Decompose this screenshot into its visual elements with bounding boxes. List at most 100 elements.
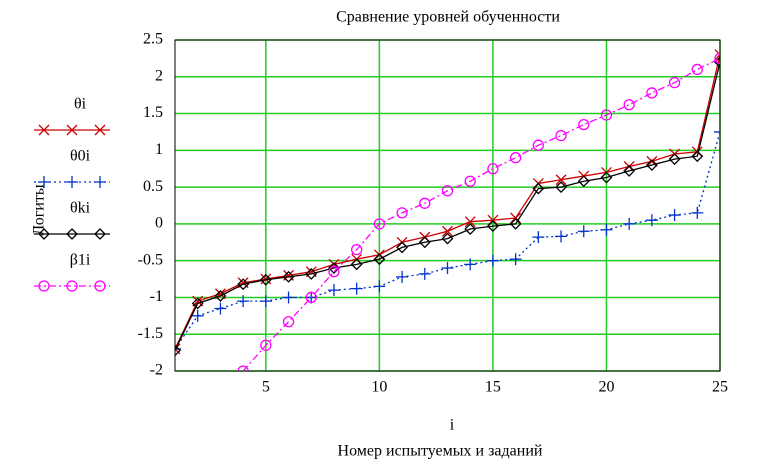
marker <box>418 267 431 280</box>
y-tick-label: -2 <box>150 362 163 379</box>
legend-label: θki <box>70 200 91 217</box>
marker <box>373 280 386 293</box>
marker <box>328 266 340 278</box>
marker <box>305 291 317 304</box>
marker <box>175 344 181 357</box>
marker <box>441 232 454 245</box>
x-tick-label: 10 <box>371 379 387 396</box>
plot-frame <box>174 39 721 372</box>
marker <box>327 284 340 297</box>
y-tick-label: 1 <box>155 141 163 158</box>
marker <box>351 243 363 256</box>
marker <box>509 217 522 230</box>
y-tick-label: -1 <box>150 288 163 305</box>
marker <box>555 230 568 243</box>
chart-title: Сравнение уровней обученности <box>336 9 560 26</box>
marker <box>464 175 476 187</box>
series-line <box>175 54 720 350</box>
marker <box>600 223 613 236</box>
legend-marker <box>38 228 50 240</box>
y-tick-label: 2.5 <box>143 31 163 48</box>
marker <box>350 282 363 295</box>
x-label: i <box>450 417 455 434</box>
marker <box>623 217 636 230</box>
marker <box>328 262 340 274</box>
x-tick-label: 20 <box>598 379 614 396</box>
legend-marker <box>66 280 78 292</box>
marker <box>646 87 658 99</box>
legend-marker <box>38 124 50 136</box>
marker <box>668 77 681 89</box>
x-tick-label: 5 <box>262 379 270 396</box>
marker <box>600 109 613 121</box>
marker <box>419 197 431 209</box>
marker <box>464 216 476 228</box>
marker <box>373 253 386 266</box>
marker <box>396 270 409 283</box>
marker <box>555 129 567 142</box>
marker <box>396 241 409 254</box>
legend-label: θ0i <box>70 148 91 165</box>
marker <box>668 209 681 222</box>
x-axis-title: Номер испытуемых и заданий <box>338 443 543 460</box>
marker <box>486 220 499 233</box>
legend-marker <box>38 176 50 188</box>
legend-label: β1i <box>70 252 91 269</box>
marker <box>487 163 499 175</box>
marker <box>350 258 363 271</box>
marker <box>464 258 477 271</box>
x-tick-label: 25 <box>712 379 728 396</box>
marker <box>191 309 204 322</box>
marker <box>282 270 295 283</box>
marker <box>214 290 227 302</box>
marker <box>260 339 272 351</box>
marker <box>509 152 522 164</box>
marker <box>555 181 567 194</box>
marker <box>373 218 386 230</box>
marker <box>282 316 295 328</box>
marker <box>509 253 522 266</box>
marker <box>441 262 454 275</box>
marker <box>691 206 704 219</box>
marker <box>396 207 408 219</box>
marker <box>305 267 318 280</box>
marker <box>577 175 590 188</box>
marker <box>214 302 227 315</box>
plot-area <box>175 49 720 371</box>
marker <box>532 182 545 195</box>
marker <box>577 225 590 238</box>
marker <box>237 365 249 371</box>
marker <box>714 125 720 138</box>
marker <box>464 223 477 235</box>
marker <box>714 52 720 65</box>
legend-marker <box>66 228 78 240</box>
marker <box>623 99 635 111</box>
marker <box>237 295 250 308</box>
series-line <box>175 61 720 351</box>
marker <box>668 153 681 166</box>
marker <box>532 231 545 244</box>
legend-marker <box>94 228 106 240</box>
marker <box>442 225 453 237</box>
marker <box>259 273 272 286</box>
legend-marker <box>94 280 106 292</box>
marker <box>691 63 703 76</box>
y-axis-title: Логиты <box>31 184 48 236</box>
y-tick-label: -1.5 <box>138 325 163 342</box>
marker <box>578 118 590 131</box>
y-tick-label: -0.5 <box>138 251 163 268</box>
marker <box>555 174 567 186</box>
marker <box>441 185 454 197</box>
marker <box>532 139 544 151</box>
marker <box>259 295 272 308</box>
x-tick-label: 15 <box>485 379 501 396</box>
marker <box>282 291 295 304</box>
marker <box>260 273 272 285</box>
y-tick-label: 0 <box>155 215 163 232</box>
marker <box>645 214 658 227</box>
marker <box>714 49 720 61</box>
y-tick-label: 1.5 <box>143 104 163 121</box>
legend-marker <box>94 176 106 188</box>
marker <box>191 297 204 310</box>
